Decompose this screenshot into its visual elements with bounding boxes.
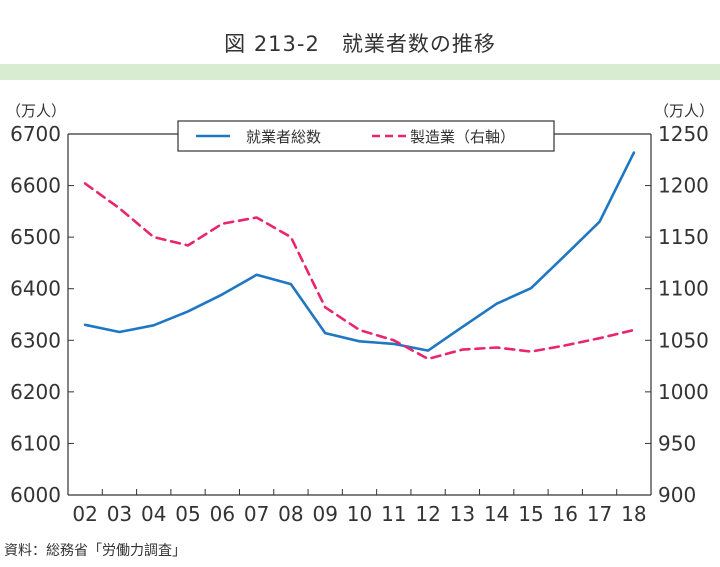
series-line-1 [83, 151, 636, 352]
x-tick-label: 08 [278, 502, 303, 526]
left-tick-label: 6000 [10, 483, 61, 507]
x-tick-label: 12 [415, 502, 440, 526]
legend-box [177, 120, 555, 152]
left-tick-label: 6400 [10, 277, 61, 301]
x-tick-label: 03 [107, 502, 132, 526]
right-tick-label: 900 [658, 483, 696, 507]
left-tick-label: 6700 [10, 122, 61, 146]
x-tick-label: 09 [312, 502, 337, 526]
x-tick-label: 14 [484, 502, 509, 526]
left-tick-label: 6100 [10, 431, 61, 455]
x-tick-label: 02 [72, 502, 97, 526]
x-tick-label: 07 [244, 502, 269, 526]
right-tick-label: 950 [658, 431, 696, 455]
left-axis-unit: （万人） [6, 102, 66, 120]
right-tick-label: 1250 [658, 122, 709, 146]
line-chart: 6000 6100 6200 6300 6400 6500 6600 6700 900 950 10… [6, 102, 714, 526]
right-tick-label: 1050 [658, 328, 709, 352]
x-tick-label: 06 [210, 502, 235, 526]
x-tick-label: 15 [518, 502, 543, 526]
x-tick-label: 11 [381, 502, 406, 526]
legend-label-1: 就業者総数 [246, 128, 321, 146]
chart-axes: 6000 6100 6200 6300 6400 6500 6600 6700 900 950 10… [6, 102, 714, 526]
title-band [0, 64, 720, 80]
x-tick-label: 10 [347, 502, 372, 526]
x-tick-label: 13 [450, 502, 475, 526]
series-line-2 [83, 182, 636, 361]
right-axis-unit: （万人） [654, 102, 714, 120]
source-note: 資料：総務省「労働力調査」 [4, 543, 186, 559]
x-tick-label: 17 [587, 502, 612, 526]
page-title: 図 213-2 就業者数の推移 [224, 32, 496, 56]
left-tick-label: 6600 [10, 174, 61, 198]
left-tick-label: 6300 [10, 328, 61, 352]
chart-legend: 就業者総数 製造業（右軸） [177, 120, 555, 152]
x-tick-label: 05 [175, 502, 200, 526]
x-tick-label: 18 [621, 502, 646, 526]
right-tick-label: 1100 [658, 277, 709, 301]
left-tick-label: 6200 [10, 380, 61, 404]
right-tick-label: 1000 [658, 380, 709, 404]
legend-label-2: 製造業（右軸） [410, 128, 515, 146]
right-tick-label: 1200 [658, 174, 709, 198]
left-tick-label: 6500 [10, 225, 61, 249]
x-tick-label: 16 [553, 502, 578, 526]
right-tick-label: 1150 [658, 225, 709, 249]
chart-lines [83, 151, 636, 361]
x-tick-label: 04 [141, 502, 166, 526]
